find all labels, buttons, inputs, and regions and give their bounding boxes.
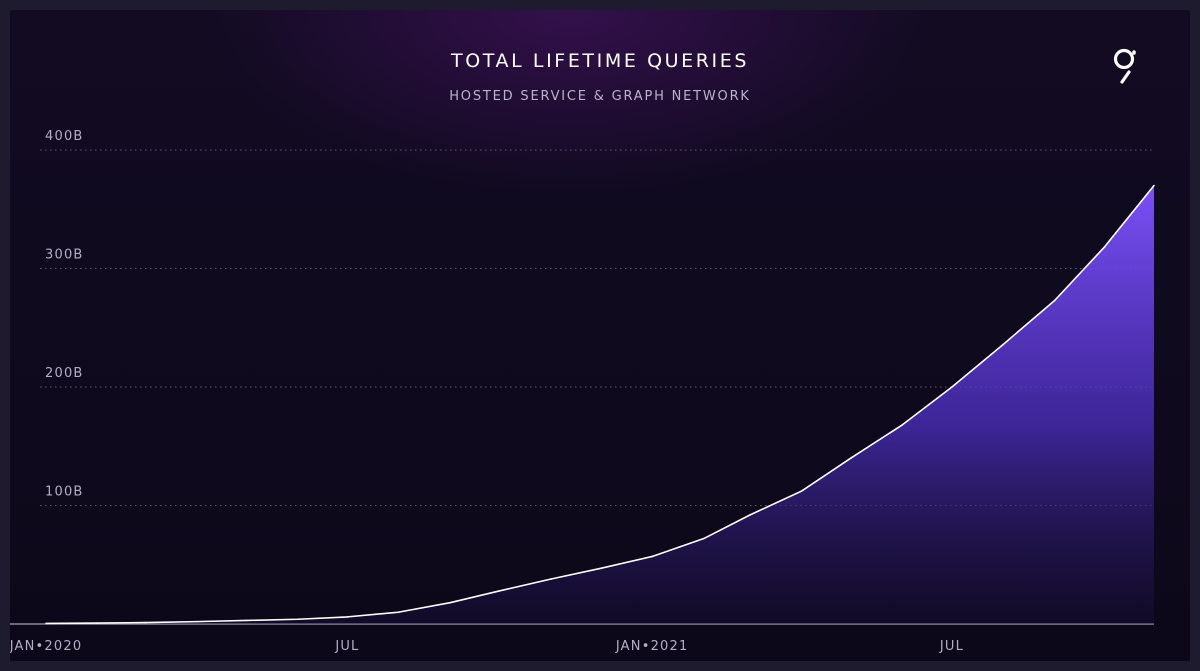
data-point [195,620,198,623]
data-point [245,619,248,622]
data-point [296,618,299,621]
y-axis: 100B 200B 300B 400B [45,129,84,500]
data-point [397,611,400,613]
data-point [449,601,451,604]
chart-subtitle: HOSTED SERVICE & GRAPH NETWORK [449,89,751,104]
data-point [651,555,653,558]
y-tick-label: 300B [45,248,84,263]
data-point [951,386,953,388]
x-tick-label: JAN•2021 [615,639,689,654]
data-point [800,490,803,493]
x-tick-label: JUL [939,639,964,654]
y-tick-label: 400B [45,129,84,144]
data-point [550,578,552,580]
x-tick-label: JAN•2020 [10,639,82,654]
data-point [702,537,705,540]
data-point [850,457,852,459]
data-point [96,622,99,624]
data-point [346,616,349,618]
data-point [498,590,501,592]
data-point [1002,343,1005,346]
chart: TOTAL LIFETIME QUERIES HOSTED SERVICE & … [10,48,1155,654]
data-point [45,622,47,625]
y-tick-label: 100B [45,485,84,500]
x-tick-label: JUL [334,639,359,654]
data-point [144,621,147,624]
the-graph-logo-icon [1113,48,1136,84]
data-point [1153,184,1155,187]
chart-panel: TOTAL LIFETIME QUERIES HOSTED SERVICE & … [10,10,1190,661]
y-tick-label: 200B [45,366,84,381]
data-point [901,424,904,426]
series-area-fill [46,185,1154,625]
data-point [600,567,602,570]
data-point [749,514,751,516]
x-axis: JAN•2020 JUL JAN•2021 JUL [10,639,964,654]
series-area [45,184,1155,625]
data-point [1103,246,1106,248]
data-point [1053,299,1056,302]
chart-title: TOTAL LIFETIME QUERIES [450,50,749,72]
